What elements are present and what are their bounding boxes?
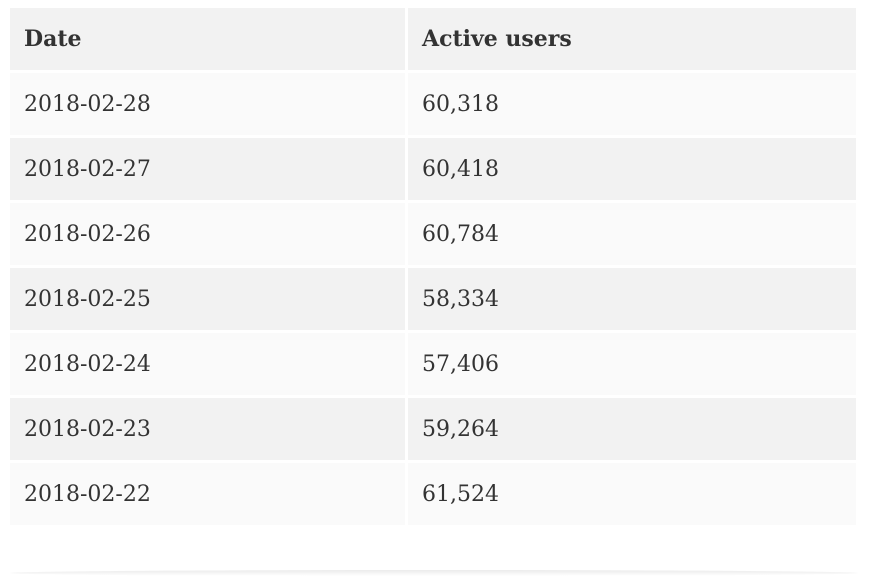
header-cell: Date	[10, 8, 405, 70]
data-table: Date Active users 2018-02-28 60,318 2018-0…	[7, 5, 859, 528]
table-cell: 2018-02-25	[10, 268, 405, 330]
table-cell: 60,318	[408, 73, 856, 135]
table-cell: 60,418	[408, 138, 856, 200]
table-cell: 58,334	[408, 268, 856, 330]
table-row: 2018-02-26 60,784	[10, 203, 856, 265]
table-cell: 57,406	[408, 333, 856, 395]
shadow	[10, 570, 858, 576]
table-row: 2018-02-27 60,418	[10, 138, 856, 200]
table-row: 2018-02-22 61,524	[10, 463, 856, 525]
table-row: 2018-02-25 58,334	[10, 268, 856, 330]
table-cell: 2018-02-24	[10, 333, 405, 395]
table-cell: 59,264	[408, 398, 856, 460]
table-header: Date Active users	[10, 8, 856, 70]
table-cell: 2018-02-23	[10, 398, 405, 460]
header-row: Date Active users	[10, 8, 856, 70]
table-cell: 60,784	[408, 203, 856, 265]
table-row: 2018-02-24 57,406	[10, 333, 856, 395]
table-cell: 2018-02-27	[10, 138, 405, 200]
header-cell: Active users	[408, 8, 856, 70]
table-cell: 61,524	[408, 463, 856, 525]
table-row: 2018-02-28 60,318	[10, 73, 856, 135]
table-body: 2018-02-28 60,318 2018-02-27 60,418 2018-02-…	[10, 73, 856, 525]
table-row: 2018-02-23 59,264	[10, 398, 856, 460]
table-cell: 2018-02-26	[10, 203, 405, 265]
table-cell: 2018-02-22	[10, 463, 405, 525]
table-cell: 2018-02-28	[10, 73, 405, 135]
